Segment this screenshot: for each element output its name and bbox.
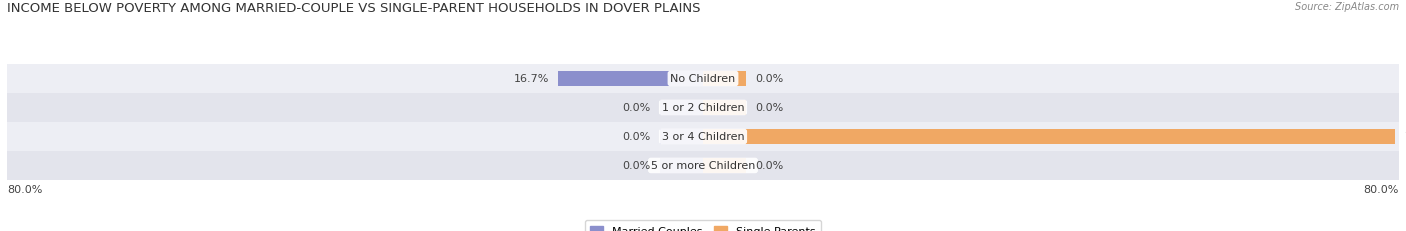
Bar [7,65,1399,94]
Bar [659,100,703,116]
Text: No Children: No Children [671,74,735,84]
Text: 16.7%: 16.7% [513,74,548,84]
Text: Source: ZipAtlas.com: Source: ZipAtlas.com [1295,2,1399,12]
Bar [7,122,1399,151]
Text: 0.0%: 0.0% [623,161,651,171]
Text: 80.0%: 80.0% [1364,185,1399,195]
Bar [703,100,747,116]
Text: 80.0%: 80.0% [7,185,42,195]
Text: 0.0%: 0.0% [623,132,651,142]
Text: 0.0%: 0.0% [755,74,783,84]
Bar [659,158,703,173]
Bar [7,94,1399,122]
Bar [7,151,1399,180]
Text: INCOME BELOW POVERTY AMONG MARRIED-COUPLE VS SINGLE-PARENT HOUSEHOLDS IN DOVER P: INCOME BELOW POVERTY AMONG MARRIED-COUPL… [7,2,700,15]
Bar [558,72,703,87]
Text: 0.0%: 0.0% [755,161,783,171]
Legend: Married Couples, Single Parents: Married Couples, Single Parents [585,220,821,231]
Bar [659,129,703,144]
Bar [703,129,1396,144]
Bar [703,158,747,173]
Text: 3 or 4 Children: 3 or 4 Children [662,132,744,142]
Text: 5 or more Children: 5 or more Children [651,161,755,171]
Text: 0.0%: 0.0% [755,103,783,113]
Text: 1 or 2 Children: 1 or 2 Children [662,103,744,113]
Text: 0.0%: 0.0% [623,103,651,113]
Text: 79.6%: 79.6% [1405,132,1406,142]
Bar [703,72,747,87]
